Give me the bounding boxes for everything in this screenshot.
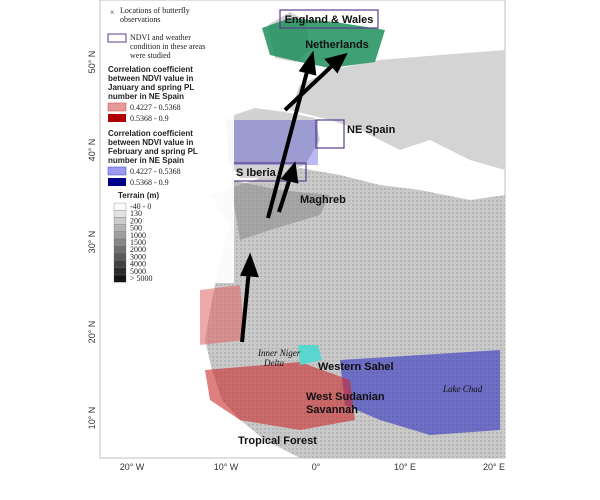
legend-text: Locations of butterfly observations — [120, 6, 190, 24]
legend-text: 0.4227 - 0.5368 — [130, 167, 181, 176]
region-label: West Sudanian — [306, 391, 385, 403]
terrain-label: 130 — [130, 209, 142, 218]
terrain-swatch — [113, 253, 127, 261]
legend-text: 0.5368 - 0.9 — [130, 114, 169, 123]
region-label: Lake Chad — [442, 384, 483, 394]
arrow — [283, 62, 336, 112]
terrain-swatch — [113, 238, 127, 247]
terrain-swatch — [113, 246, 127, 254]
january-correlation-area — [205, 362, 355, 430]
terrain-swatch — [113, 224, 127, 232]
region-label: Savannah — [306, 404, 358, 416]
legend-line: number in NE Spain — [108, 156, 184, 165]
latitude-label: 40° N — [87, 139, 97, 162]
legend-text: NDVI and weather condition in these areas… — [130, 33, 205, 60]
inner-niger-delta — [298, 345, 322, 365]
latitude-label: 10° N — [87, 407, 97, 430]
region-label: England & Wales — [285, 14, 374, 26]
terrain-swatch — [113, 231, 127, 240]
terrain-label: 3000 — [130, 252, 146, 261]
legend-line: February and spring PL — [108, 147, 198, 156]
legend-line: condition in these areas — [130, 42, 205, 51]
longitude-label: 20° W — [120, 462, 145, 472]
arrow-head — [298, 50, 317, 76]
terrain-swatch — [113, 274, 127, 283]
legend-symbol: × — [110, 8, 115, 17]
study-area-box — [279, 9, 379, 29]
terrain-label: 1500 — [130, 238, 146, 247]
legend-text: 0.4227 - 0.5368 — [130, 103, 181, 112]
terrain-scale: -40 - 0130200500100015002000300040005000… — [113, 202, 153, 283]
legend-text: 0.5368 - 0.9 — [130, 178, 169, 187]
observation-area — [262, 18, 385, 68]
january-correlation-area — [200, 285, 245, 345]
legend-line: were studied — [130, 51, 171, 60]
terrain-label: 1000 — [130, 231, 146, 240]
arrow-head — [240, 252, 259, 278]
iberia — [225, 108, 320, 178]
europe — [290, 50, 505, 170]
longitude-label: 10° E — [394, 462, 416, 472]
legend-heading: Correlation coefficient between NDVI valu… — [108, 65, 194, 101]
study-area-box — [315, 119, 345, 149]
terrain-label: -40 - 0 — [130, 202, 151, 211]
arrow — [277, 177, 292, 213]
region-label: NE Spain — [347, 124, 396, 136]
longitude-label: 10° W — [214, 462, 239, 472]
terrain-label: 500 — [130, 224, 142, 233]
legend-swatch — [107, 102, 127, 112]
legend-line: Correlation coefficient — [108, 65, 193, 74]
legend-line: observations — [120, 15, 160, 24]
migration-arrows — [240, 50, 348, 343]
latitude-label: 30° N — [87, 231, 97, 254]
terrain-swatch — [113, 210, 127, 218]
region-label: Delta — [263, 358, 284, 368]
legend-heading: Correlation coefficient between NDVI valu… — [108, 129, 198, 165]
terrain-swatch — [113, 260, 127, 268]
legend-swatch — [108, 114, 126, 122]
legend-swatch — [107, 33, 127, 43]
region-label: S Iberia — [236, 167, 277, 179]
february-correlation-area — [228, 120, 318, 165]
legend-swatch — [107, 166, 127, 176]
legend-line: NDVI and weather — [130, 33, 191, 42]
terrain-label: 2000 — [130, 245, 146, 254]
region-label: Maghreb — [300, 194, 346, 206]
legend-line: January and spring PL — [108, 83, 194, 92]
longitude-label: 0° — [312, 462, 321, 472]
terrain-swatch — [113, 217, 127, 225]
legend-swatch — [108, 178, 126, 186]
february-correlation-area — [340, 350, 500, 435]
legend-heading: Terrain (m) — [118, 191, 160, 200]
arrow-head — [280, 161, 299, 184]
legend-line: between NDVI value in — [108, 138, 193, 147]
region-label: Inner Niger — [257, 348, 301, 358]
latitude-label: 50° N — [87, 51, 97, 74]
terrain-label: 200 — [130, 216, 142, 225]
arrow — [240, 269, 251, 343]
legend-line: Locations of butterfly — [120, 6, 190, 15]
arrow-head — [324, 53, 348, 74]
terrain-label: 5000 — [130, 267, 146, 276]
terrain-label: 4000 — [130, 260, 146, 269]
region-label: Tropical Forest — [238, 435, 317, 447]
graticule-labels: 50° N 40° N 30° N 20° N 10° N 20° W 10° W 0° 10°… — [87, 51, 505, 472]
region-label: Western Sahel — [318, 361, 394, 373]
terrain-swatch — [113, 267, 127, 276]
terrain-swatch — [113, 202, 127, 211]
legend-line: number in NE Spain — [108, 92, 184, 101]
region-label: Netherlands — [305, 39, 369, 51]
legend-line: Correlation coefficient — [108, 129, 193, 138]
legend: × Locations of butterfly observations NDV… — [104, 3, 234, 283]
terrain-label: > 5000 — [130, 274, 153, 283]
latitude-label: 20° N — [87, 321, 97, 344]
legend-line: between NDVI value in — [108, 74, 193, 83]
longitude-label: 20° E — [483, 462, 505, 472]
